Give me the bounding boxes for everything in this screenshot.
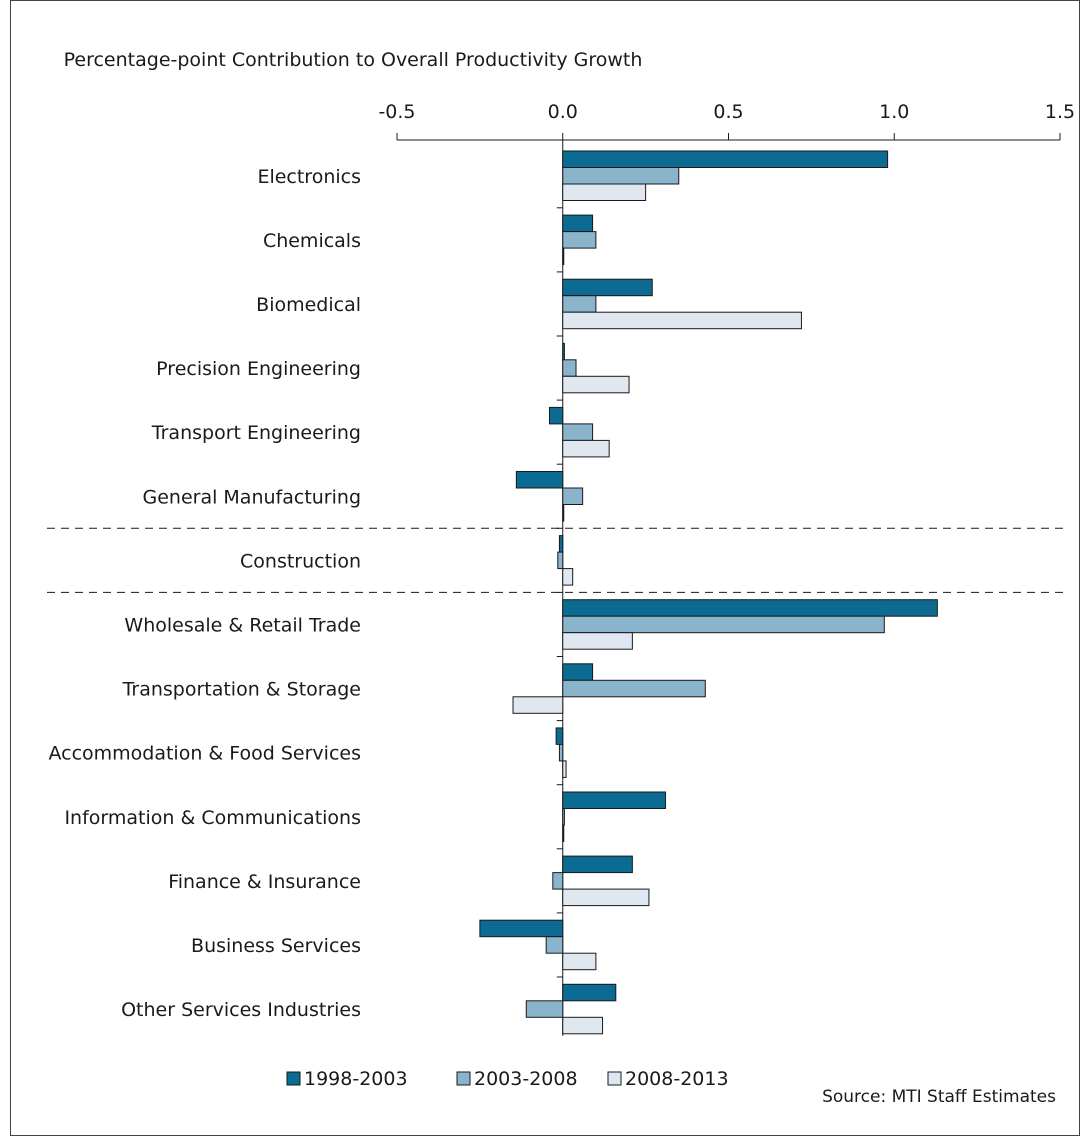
chart-title: Percentage-point Contribution to Overall… <box>64 49 643 71</box>
bar-2003-2008 <box>558 743 564 762</box>
category-label: Precision Engineering <box>156 358 361 380</box>
bar-2008-2013 <box>512 696 564 714</box>
legend-swatch <box>607 1071 622 1086</box>
bar-1998-2003 <box>562 150 889 168</box>
category-label: Business Services <box>191 935 361 957</box>
legend: 1998-2003 2003-2008 2008-2013 <box>286 1068 729 1090</box>
bar-1998-2003 <box>562 214 594 233</box>
bar-2003-2008 <box>525 1000 564 1018</box>
bar-2008-2013 <box>562 824 565 842</box>
bar-2003-2008 <box>562 359 577 377</box>
bar-2008-2013 <box>562 439 610 458</box>
bar-1998-2003 <box>562 983 617 1002</box>
bar-2003-2008 <box>562 808 565 826</box>
bar-2008-2013 <box>562 760 567 778</box>
category-label: Accommodation & Food Services <box>48 743 361 765</box>
bar-1998-2003 <box>558 535 564 553</box>
bar-2008-2013 <box>562 504 565 522</box>
x-tick-label: 0.5 <box>713 101 743 123</box>
bar-2003-2008 <box>562 679 706 698</box>
category-label: General Manufacturing <box>143 486 362 508</box>
bar-1998-2003 <box>548 406 564 425</box>
legend-swatch <box>286 1071 301 1086</box>
bars <box>479 150 938 1035</box>
category-label: Biomedical <box>256 294 361 316</box>
category-label: Transportation & Storage <box>122 679 361 701</box>
bar-2008-2013 <box>562 183 647 201</box>
category-label: Wholesale & Retail Trade <box>124 614 361 636</box>
bar-chart: Percentage-point Contribution to Overall… <box>47 49 1075 1107</box>
bar-2003-2008 <box>562 231 597 249</box>
bar-1998-2003 <box>562 342 565 361</box>
source-note: Source: MTI Staff Estimates <box>822 1087 1056 1107</box>
category-label: Other Services Industries <box>121 999 361 1021</box>
bar-1998-2003 <box>555 727 564 745</box>
group-separators <box>47 527 1063 593</box>
legend-label: 2008-2013 <box>625 1068 729 1090</box>
bar-2008-2013 <box>562 247 565 266</box>
bar-2003-2008 <box>545 936 564 954</box>
bar-1998-2003 <box>562 663 594 681</box>
category-label: Chemicals <box>263 230 361 252</box>
chart-frame: Percentage-point Contribution to Overall… <box>10 0 1080 1136</box>
legend-label: 2003-2008 <box>474 1068 578 1090</box>
x-tick-label: 0.0 <box>548 101 578 123</box>
bar-2003-2008 <box>557 551 564 570</box>
bar-2003-2008 <box>562 167 680 185</box>
bar-2008-2013 <box>562 375 630 394</box>
bar-2003-2008 <box>552 872 564 890</box>
legend-label: 1998-2003 <box>304 1068 408 1090</box>
x-tick-label: 1.5 <box>1045 101 1075 123</box>
x-axis: -0.5 0.0 0.5 1.0 1.5 <box>378 101 1075 1036</box>
legend-swatch <box>456 1071 471 1086</box>
bar-2008-2013 <box>562 311 802 330</box>
bar-1998-2003 <box>479 919 564 938</box>
bar-1998-2003 <box>562 791 667 809</box>
x-tick-label: 1.0 <box>879 101 909 123</box>
bar-2008-2013 <box>562 952 597 971</box>
x-tick-label: -0.5 <box>378 101 415 123</box>
bar-2003-2008 <box>562 295 597 313</box>
bar-2008-2013 <box>562 888 650 907</box>
category-label: Electronics <box>257 166 361 188</box>
bar-1998-2003 <box>562 278 653 297</box>
bar-2008-2013 <box>562 1016 604 1035</box>
bar-1998-2003 <box>562 855 633 874</box>
category-labels: Electronics Chemicals Biomedical Precision … <box>48 166 361 1021</box>
bar-2003-2008 <box>562 487 584 505</box>
category-label: Finance & Insurance <box>168 871 361 893</box>
category-label: Construction <box>240 550 361 572</box>
bar-1998-2003 <box>515 471 564 489</box>
category-label: Transport Engineering <box>151 422 361 444</box>
bar-1998-2003 <box>562 599 938 617</box>
bar-2008-2013 <box>562 632 633 650</box>
bar-2003-2008 <box>562 423 594 441</box>
bar-2008-2013 <box>562 568 574 586</box>
category-label: Information & Communications <box>64 807 361 829</box>
bar-2003-2008 <box>562 615 885 634</box>
